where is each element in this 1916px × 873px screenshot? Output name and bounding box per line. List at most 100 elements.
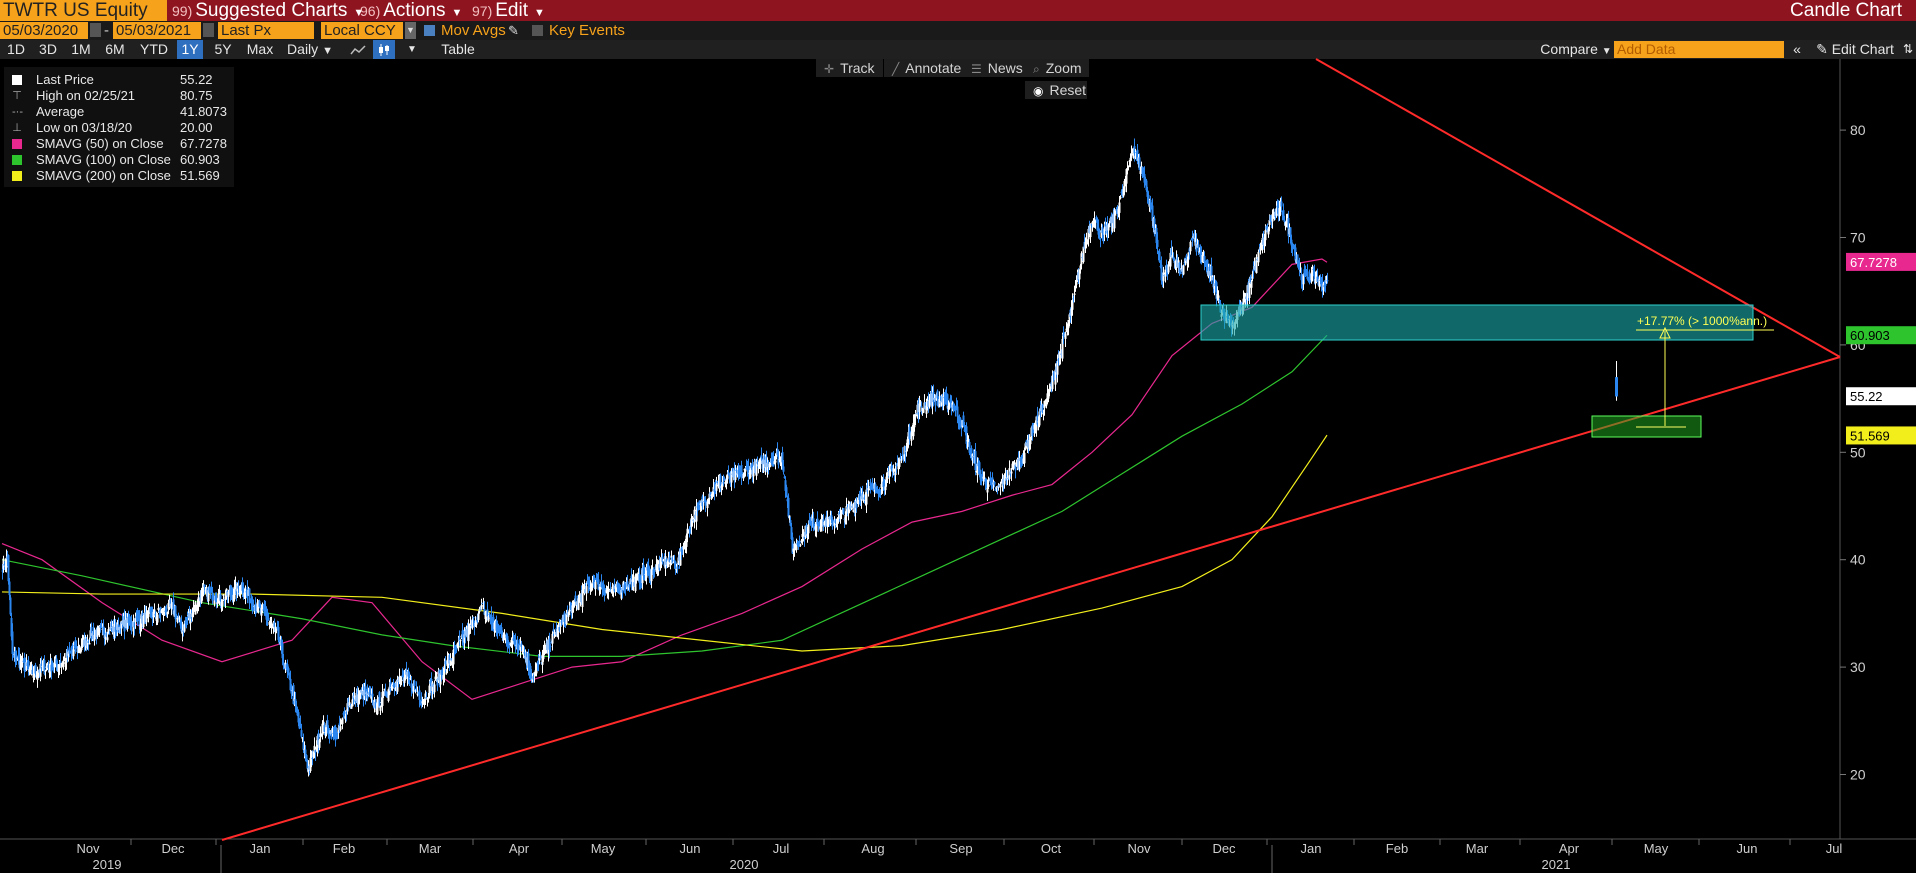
candle-body <box>760 455 763 459</box>
legend-swatch <box>12 75 22 85</box>
ticker-field[interactable]: TWTR US Equity <box>0 0 167 21</box>
candle-body <box>119 625 122 634</box>
candle-chart-icon[interactable] <box>373 40 395 59</box>
candle-body <box>835 523 838 526</box>
candle-body <box>327 728 330 735</box>
candle-body <box>277 627 280 640</box>
candle-body <box>847 507 850 514</box>
zoom-button[interactable]: ⌕ Zoom <box>1025 59 1089 77</box>
candle-body <box>836 519 839 524</box>
candle-body <box>249 599 252 601</box>
legend-row[interactable]: Last Price 55.22 <box>4 72 234 88</box>
period-1d-button[interactable]: 1D <box>7 41 25 57</box>
candle-body <box>1217 295 1220 298</box>
candle-body <box>585 586 588 594</box>
legend-row[interactable]: ⊤ High on 02/25/21 80.75 <box>4 88 234 104</box>
actions-menu[interactable]: 96) Actions ▼ <box>360 0 462 21</box>
pencil-icon[interactable]: ✎ <box>508 23 519 38</box>
candle-body <box>721 482 724 487</box>
candle-body <box>212 596 215 600</box>
candle-body <box>227 591 230 597</box>
end-date-field[interactable]: 05/03/2021 <box>113 22 201 39</box>
candle-body <box>801 533 804 537</box>
calendar-icon[interactable] <box>90 23 101 37</box>
candle-body <box>687 530 690 533</box>
candle-body <box>749 466 752 478</box>
legend-row[interactable]: ⊥ Low on 03/18/20 20.00 <box>4 120 234 136</box>
mov-avgs-checkbox[interactable] <box>424 25 435 36</box>
candle-body <box>863 497 866 500</box>
table-button[interactable]: Table <box>441 41 475 57</box>
candle-body <box>1028 439 1031 449</box>
legend-row[interactable]: -·- Average 41.8073 <box>4 104 234 120</box>
candle-body <box>1056 363 1059 375</box>
period-ytd-button[interactable]: YTD <box>140 41 168 57</box>
reset-button[interactable]: ◉ Reset <box>1025 81 1087 99</box>
start-date-field[interactable]: 05/03/2020 <box>0 22 88 39</box>
price-field-select[interactable]: Last Px <box>218 22 314 39</box>
candle-body <box>350 705 353 709</box>
frequency-select[interactable]: Daily ▼ <box>284 40 336 59</box>
candle-body <box>53 662 56 668</box>
candle-body <box>305 755 308 762</box>
candle-body <box>755 460 758 476</box>
candle-body <box>662 559 665 561</box>
candle-body <box>5 557 8 568</box>
annotate-button[interactable]: ╱ Annotate <box>884 59 974 77</box>
candle-body <box>943 397 946 399</box>
candle-body <box>1189 241 1192 252</box>
candle-body <box>445 669 448 671</box>
pin-icon[interactable]: ⇅ <box>1902 42 1914 56</box>
candle-body <box>577 598 580 610</box>
suggested-charts-menu[interactable]: 99) Suggested Charts ▼ <box>172 0 364 21</box>
candle-body <box>364 686 367 697</box>
key-events-checkbox[interactable] <box>532 25 543 36</box>
candle-body <box>695 506 698 522</box>
candle-body <box>389 681 392 691</box>
period-3d-button[interactable]: 3D <box>39 41 57 57</box>
candle-body <box>1187 252 1190 260</box>
add-data-input[interactable]: Add Data <box>1614 41 1784 58</box>
candle-body <box>982 476 985 479</box>
period-1m-button[interactable]: 1M <box>71 41 91 57</box>
candle-body <box>90 626 93 640</box>
chevron-down-icon[interactable]: ▼ <box>405 22 416 39</box>
legend-value: 41.8073 <box>180 104 227 119</box>
edit-menu[interactable]: 97) Edit ▼ <box>472 0 545 21</box>
period-6m-button[interactable]: 6M <box>105 41 125 57</box>
candle-body <box>934 397 937 406</box>
candle-body <box>603 589 606 594</box>
candle-body <box>258 600 261 607</box>
candle-body <box>1078 269 1081 280</box>
candle-body <box>1252 269 1255 272</box>
candle-body <box>322 721 325 728</box>
candle-body <box>1004 475 1007 479</box>
period-max-button[interactable]: Max <box>246 41 274 57</box>
track-button[interactable]: ✛ Track <box>816 59 883 77</box>
legend-row[interactable]: SMAVG (200) on Close 51.569 <box>4 168 234 184</box>
candle-body <box>1251 274 1254 279</box>
chevron-down-icon[interactable]: ▼ <box>407 44 417 55</box>
candle-body <box>901 454 904 456</box>
edit-chart-button[interactable]: ✎ Edit Chart <box>1810 40 1900 59</box>
candle-body <box>47 665 50 668</box>
news-button[interactable]: ☰ News <box>963 59 1031 77</box>
candle-body <box>387 689 390 701</box>
currency-select[interactable]: Local CCY <box>321 22 403 39</box>
period-1y-button[interactable]: 1Y <box>177 40 203 59</box>
calendar-icon[interactable] <box>203 23 214 37</box>
compare-button[interactable]: Compare ▼ <box>1536 40 1616 59</box>
candle-body <box>505 633 508 639</box>
candle-body <box>244 589 247 596</box>
collapse-icon[interactable]: « <box>1793 41 1801 57</box>
candle-body <box>1145 180 1148 191</box>
legend-row[interactable]: SMAVG (100) on Close 60.903 <box>4 152 234 168</box>
period-5y-button[interactable]: 5Y <box>214 41 232 57</box>
candle-body <box>563 612 566 622</box>
candle-body <box>971 454 974 458</box>
line-chart-icon[interactable] <box>346 40 370 59</box>
candle-body <box>196 604 199 612</box>
legend-row[interactable]: SMAVG (50) on Close 67.7278 <box>4 136 234 152</box>
candle-body <box>213 600 216 605</box>
